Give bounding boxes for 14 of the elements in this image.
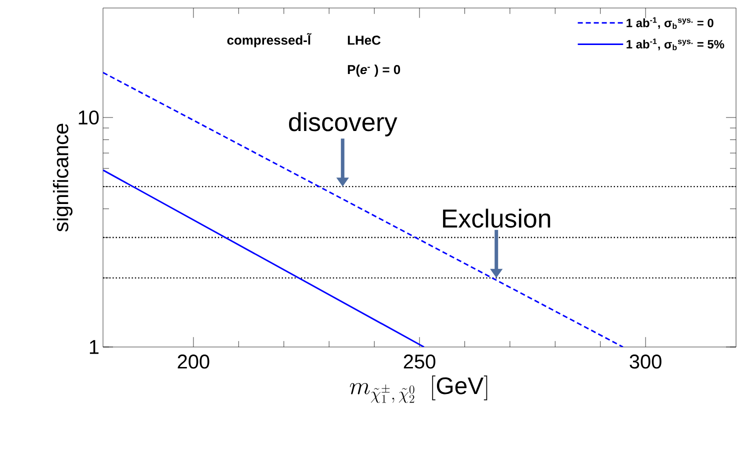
x-tick-label: 200 [178,354,210,369]
y-tick-label: 10 [78,110,99,125]
annotation: Exclusion [443,208,550,228]
annotation: discovery [289,112,398,136]
annotation: compressed-l̃ [227,33,312,48]
legend-label: 1 ab$^{-1}$, σ$_{b}$$^{sys.}$ = 0 [626,17,714,29]
annotation: P(e$^{-}$ ) = 0 [348,64,400,77]
x-tick-label: 250 [404,354,436,369]
x-tick-label: 300 [630,354,662,369]
x-axis-title: $m_{\tilde{\chi}_1^{\pm},\,\tilde{\chi}_2^{0}}\;\;\mathrm{[GeV]}$ [350,375,488,403]
annotation: LHeC [348,36,381,45]
legend-label: 1 ab$^{-1}$, σ$_{b}$$^{sys.}$ = 5% [626,38,724,50]
y-tick-label: 1 [90,340,99,354]
y-axis-title: significance [52,124,72,232]
